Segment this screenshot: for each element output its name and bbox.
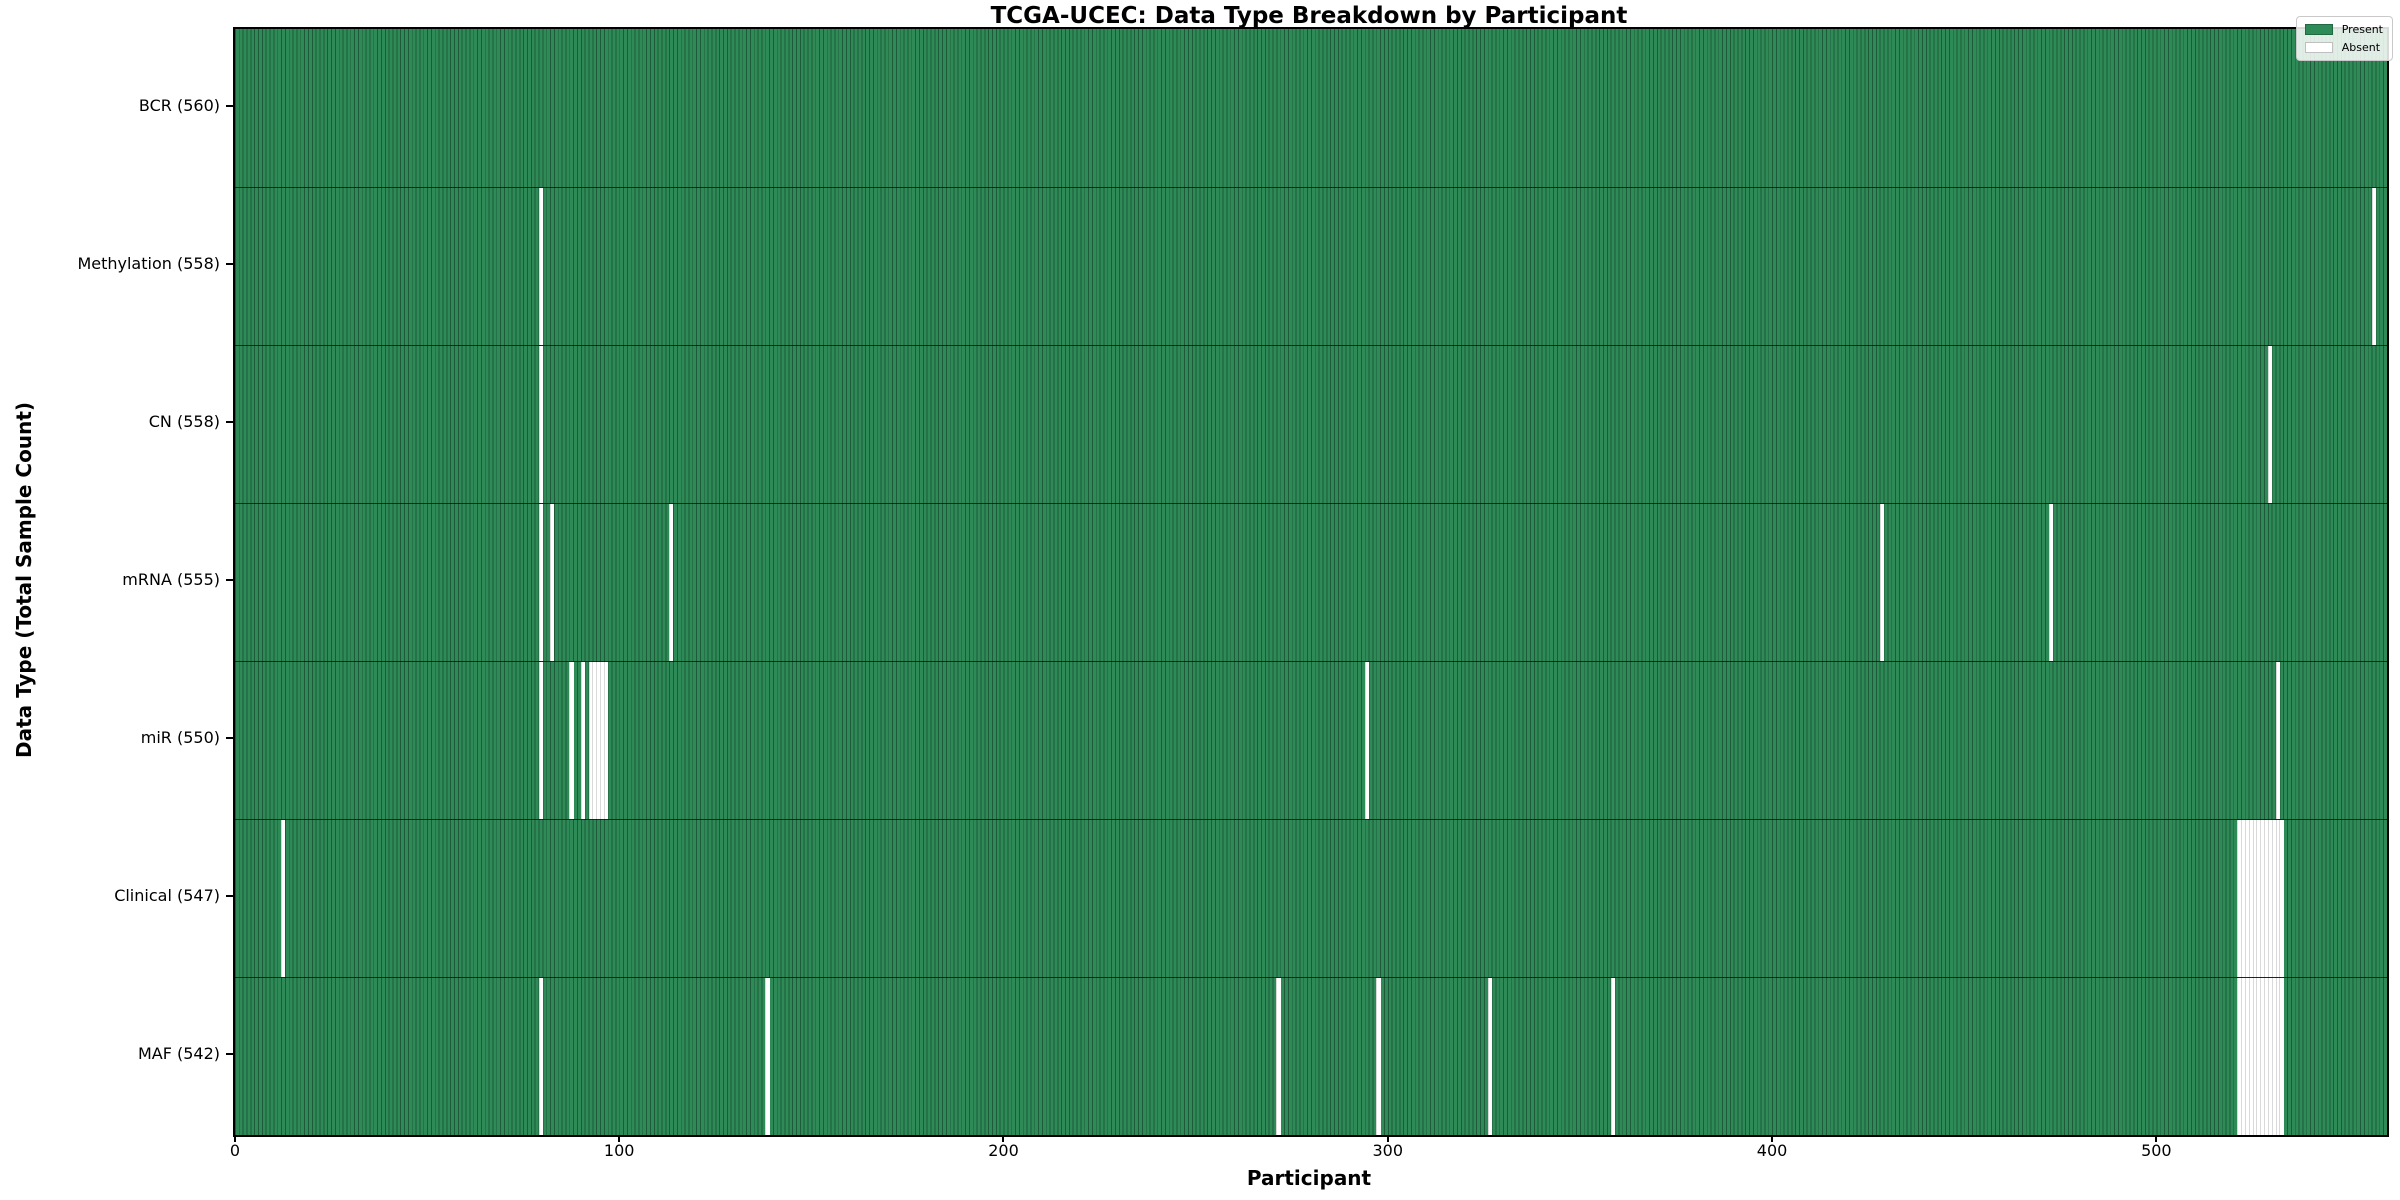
- absent-stripe: [2271, 820, 2276, 977]
- absent-stripe: [2275, 662, 2280, 819]
- absent-stripe: [2240, 978, 2246, 1135]
- x-tick-label-100: 100: [603, 1141, 635, 1160]
- present-swatch: [2304, 24, 2333, 35]
- y-tick-mark: [226, 1053, 233, 1055]
- absent-stripe: [281, 820, 286, 977]
- absent-stripe: [596, 662, 601, 819]
- absent-stripe: [2275, 978, 2280, 1135]
- absent-stripe: [669, 504, 674, 661]
- absent-stripe: [1610, 978, 1615, 1135]
- absent-stripe: [2244, 978, 2250, 1135]
- x-axis-label: Participant: [1246, 1166, 1372, 1190]
- x-tick-label-0: 0: [229, 1141, 240, 1160]
- absent-stripe: [765, 978, 770, 1135]
- x-tick-mark: [2155, 1135, 2158, 1142]
- heatmap-row-MAF: [235, 977, 2387, 1135]
- absent-stripe: [2237, 978, 2242, 1135]
- absent-stripe: [2267, 346, 2273, 503]
- absent-stripe: [2256, 978, 2261, 1135]
- y-tick-mark: [226, 895, 233, 897]
- legend-present-label: Present: [2341, 23, 2383, 36]
- absent-stripe: [592, 662, 597, 819]
- absent-stripe: [550, 504, 555, 661]
- absent-stripe: [2371, 188, 2376, 345]
- x-tick-mark: [233, 1135, 236, 1142]
- heatmap-row-Methylation: [235, 187, 2387, 345]
- absent-stripe: [538, 978, 543, 1135]
- heatmap-row-CN: [235, 345, 2387, 503]
- absent-swatch: [2304, 42, 2333, 53]
- legend-absent-label: Absent: [2341, 41, 2381, 54]
- heatmap-row-BCR: [235, 29, 2387, 187]
- legend-item-absent: Absent: [2304, 41, 2383, 54]
- absent-stripe: [2260, 820, 2265, 977]
- y-tick-label-Methylation: Methylation (558): [77, 254, 220, 273]
- absent-stripe: [603, 662, 609, 819]
- chart-title: TCGA-UCEC: Data Type Breakdown by Partic…: [990, 3, 1628, 29]
- absent-stripe: [1376, 978, 1381, 1135]
- absent-stripe: [2252, 978, 2257, 1135]
- plot-area: [233, 27, 2389, 1137]
- y-tick-label-mRNA: mRNA (555): [122, 570, 220, 589]
- y-axis-label: Data Type (Total Sample Count): [12, 401, 36, 759]
- heatmap-row-Clinical: [235, 819, 2387, 977]
- absent-stripe: [2244, 820, 2250, 977]
- y-tick-mark: [226, 579, 233, 581]
- absent-stripe: [2260, 978, 2265, 1135]
- absent-stripe: [2279, 820, 2284, 977]
- absent-stripe: [2256, 820, 2261, 977]
- absent-stripe: [2048, 504, 2054, 661]
- y-tick-mark: [226, 105, 233, 107]
- absent-stripe: [2248, 978, 2253, 1135]
- absent-stripe: [569, 662, 574, 819]
- x-tick-label-200: 200: [988, 1141, 1019, 1160]
- absent-stripe: [538, 504, 543, 661]
- absent-stripe: [1276, 978, 1281, 1135]
- y-tick-label-BCR: BCR (560): [138, 96, 220, 115]
- x-tick-mark: [618, 1135, 621, 1142]
- absent-stripe: [2264, 978, 2269, 1135]
- absent-stripe: [1487, 978, 1492, 1135]
- x-tick-mark: [1386, 1135, 1389, 1142]
- absent-stripe: [2264, 820, 2269, 977]
- y-tick-mark: [226, 421, 233, 423]
- absent-stripe: [2237, 820, 2242, 977]
- absent-stripe: [2267, 978, 2273, 1135]
- y-tick-label-Clinical: Clinical (547): [114, 886, 220, 905]
- x-tick-label-300: 300: [1372, 1141, 1404, 1160]
- absent-stripe: [1879, 504, 1884, 661]
- y-tick-label-MAF: MAF (542): [137, 1044, 220, 1063]
- x-tick-mark: [1771, 1135, 1774, 1142]
- x-tick-label-500: 500: [2141, 1141, 2172, 1160]
- legend-item-present: Present: [2304, 23, 2383, 36]
- absent-stripe: [2279, 978, 2284, 1135]
- heatmap-row-mRNA: [235, 503, 2387, 661]
- y-tick-label-CN: CN (558): [148, 412, 220, 431]
- heatmap-row-miR: [235, 661, 2387, 819]
- absent-stripe: [2267, 820, 2273, 977]
- absent-stripe: [2271, 978, 2276, 1135]
- absent-stripe: [2248, 820, 2253, 977]
- absent-stripe: [538, 346, 543, 503]
- absent-stripe: [600, 662, 605, 819]
- y-tick-label-miR: miR (550): [140, 728, 220, 747]
- absent-stripe: [2275, 820, 2280, 977]
- x-tick-mark: [1002, 1135, 1005, 1142]
- absent-stripe: [588, 662, 593, 819]
- absent-stripe: [2240, 820, 2246, 977]
- absent-stripe: [580, 662, 586, 819]
- absent-stripe: [2252, 820, 2257, 977]
- x-tick-label-400: 400: [1756, 1141, 1788, 1160]
- y-tick-mark: [226, 263, 233, 265]
- legend: Present Absent: [2295, 16, 2393, 61]
- absent-stripe: [538, 662, 543, 819]
- y-tick-mark: [226, 737, 233, 739]
- absent-stripe: [1364, 662, 1370, 819]
- absent-stripe: [538, 188, 543, 345]
